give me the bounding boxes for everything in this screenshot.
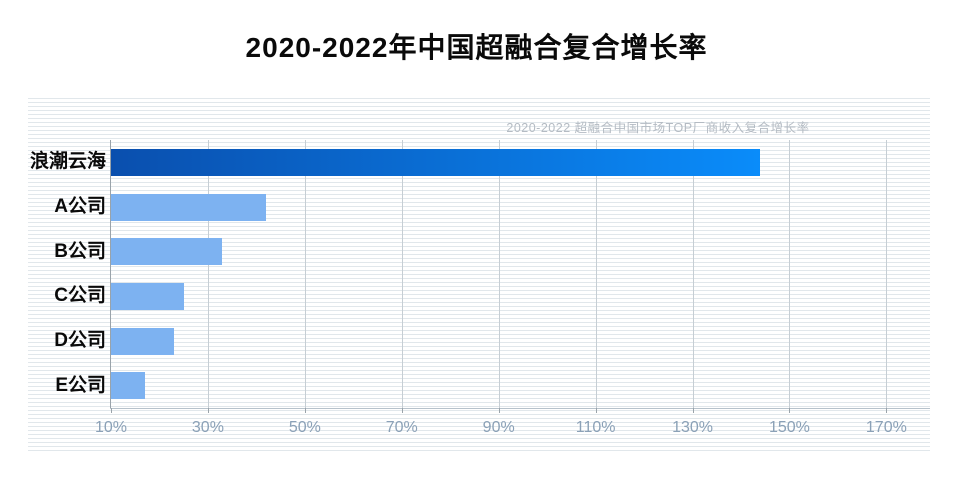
bar <box>111 193 267 221</box>
axis-tick-label: 90% <box>482 419 515 436</box>
bar <box>111 238 223 266</box>
bar <box>111 148 761 176</box>
axis-tick <box>207 408 209 413</box>
bar <box>111 372 145 400</box>
category-label: A公司 <box>54 196 106 217</box>
category-label: C公司 <box>54 285 106 307</box>
axis-tick-label: 150% <box>768 419 810 436</box>
axis-tick-label: 70% <box>385 419 418 436</box>
axis-tick <box>111 408 112 413</box>
axis-tick <box>886 408 888 413</box>
axis-tick-label: 30% <box>191 419 224 436</box>
gridline <box>789 140 791 408</box>
gridline <box>207 140 209 408</box>
axis-tick-label: 110% <box>575 419 616 436</box>
axis-tick-label: 10% <box>94 419 128 436</box>
plot-area <box>111 140 930 408</box>
axis-tick <box>304 408 306 413</box>
gridline <box>886 140 888 408</box>
gridline <box>304 140 306 408</box>
gridline <box>595 140 597 408</box>
axis-tick <box>595 408 597 413</box>
gridline <box>498 140 500 408</box>
axis-tick-label: 130% <box>672 419 713 436</box>
category-label: 浪潮云海 <box>29 151 106 173</box>
axis-tick <box>789 408 791 413</box>
gridline <box>401 140 403 408</box>
chart-title: 2020-2022年中国超融合复合增长率 <box>245 32 708 63</box>
axis-tick <box>401 408 403 413</box>
x-axis-line <box>110 408 930 409</box>
bar <box>111 282 184 310</box>
axis-tick-label: 50% <box>288 419 321 436</box>
gridline <box>692 140 694 408</box>
axis-tick <box>498 408 500 413</box>
category-label: B公司 <box>54 240 106 262</box>
y-axis-line <box>110 140 111 408</box>
axis-tick-label: 170% <box>865 419 907 436</box>
axis-tick <box>692 408 694 413</box>
chart-subtitle: 2020-2022 超融合中国市场TOP厂商收入复合增长率 <box>506 121 810 135</box>
bar <box>111 327 174 355</box>
category-label: D公司 <box>54 330 106 351</box>
category-label: E公司 <box>55 374 106 396</box>
